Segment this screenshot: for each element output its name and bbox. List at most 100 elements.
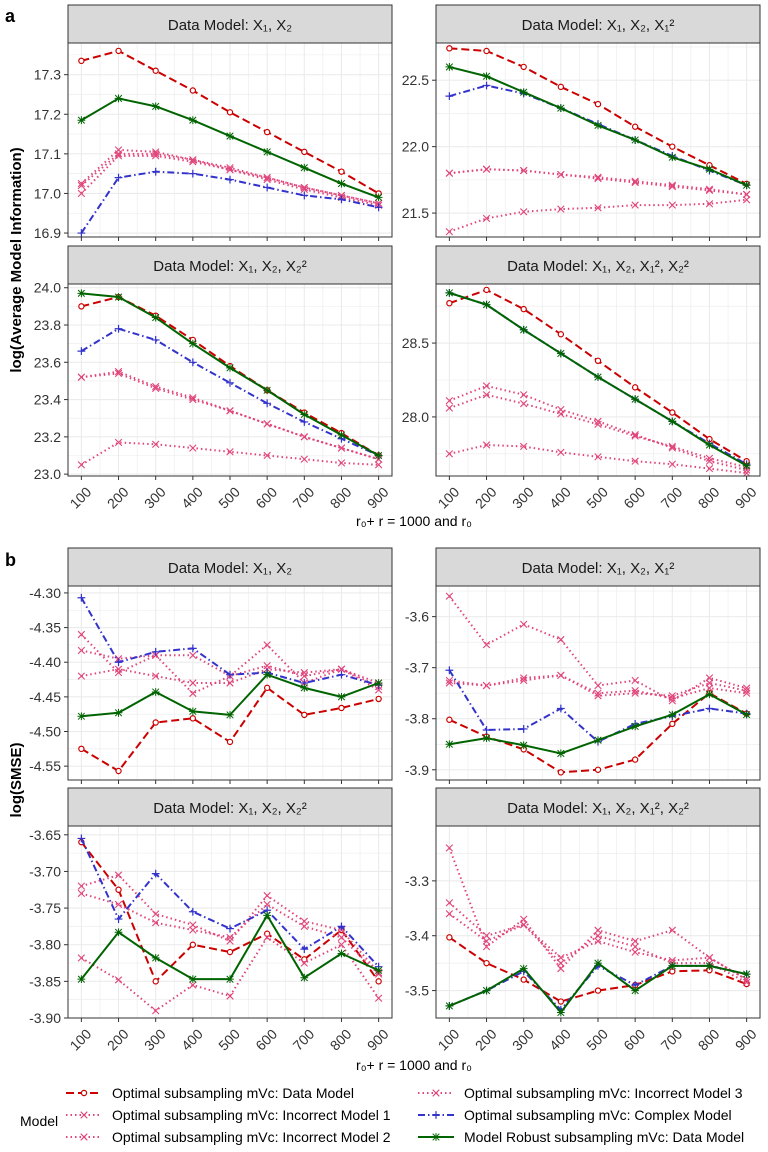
series-group [445, 592, 751, 776]
panel-title: Data Model: X₁, X₂, X₁², X₂² [507, 800, 689, 817]
legend-marker [432, 1089, 440, 1097]
y-tick-label: 17.1 [34, 146, 61, 162]
legend-title: Model [20, 1113, 58, 1129]
data-point [263, 911, 272, 920]
x-tick-label: 400 [546, 1026, 574, 1054]
y-axis: 21.5 22.0 22.5 [402, 72, 436, 221]
data-point [188, 169, 197, 178]
x-tick-label: 800 [327, 484, 355, 512]
series-group [77, 289, 383, 469]
data-point [742, 196, 751, 204]
data-point [300, 922, 309, 931]
data-point [556, 749, 565, 758]
series-robust [77, 670, 383, 721]
data-point [669, 409, 676, 416]
data-point [114, 668, 123, 677]
series-line [448, 936, 747, 1003]
data-point [300, 185, 309, 194]
data-point [482, 391, 491, 399]
series-robust [445, 63, 751, 190]
data-point [668, 694, 677, 703]
data-point [631, 384, 639, 391]
data-point [594, 453, 602, 461]
legend-marker [80, 1089, 88, 1097]
data-point [226, 670, 234, 679]
data-point [338, 168, 345, 175]
data-point [631, 136, 640, 144]
series-robust [77, 911, 383, 984]
data-point [631, 201, 639, 209]
y-tick-label: -3.4 [405, 928, 429, 944]
series-line [81, 370, 379, 461]
y-tick-label: 23.4 [34, 392, 61, 408]
legend-label: Model Robust subsampling mVc: Data Model [464, 1129, 744, 1145]
data-point [519, 399, 528, 408]
data-point [557, 331, 565, 338]
x-tick-label: 400 [178, 484, 206, 512]
data-point [189, 981, 197, 989]
chart-panel: Data Model: X₁, X₂, X₁², X₂² 28.0 28.5 100 2… [402, 245, 761, 512]
data-point [705, 185, 714, 193]
data-point [337, 191, 346, 200]
data-point [482, 81, 491, 90]
data-point [705, 704, 714, 713]
series-line [80, 841, 380, 983]
panel-strip [435, 787, 761, 827]
panel-title: Data Model: X₁, X₂, X₁² [522, 17, 675, 34]
panel-title: Data Model: X₁, X₂, X₂² [153, 800, 306, 817]
y-tick-label: 22.5 [402, 72, 429, 88]
data-point [374, 686, 383, 694]
x-tick-label: 200 [104, 484, 132, 512]
data-point [668, 710, 677, 719]
y-tick-label: -3.3 [405, 873, 429, 889]
data-point [152, 719, 159, 726]
data-point [226, 363, 234, 372]
data-point [77, 834, 86, 843]
data-point [114, 976, 123, 984]
data-point [188, 358, 197, 367]
data-point [594, 959, 602, 968]
data-point [668, 961, 677, 970]
data-point [446, 934, 453, 941]
x-tick-label: 200 [472, 484, 500, 512]
y-tick-label: 17.3 [34, 67, 61, 83]
data-point [445, 227, 454, 236]
data-point [705, 454, 714, 462]
x-axis [448, 780, 748, 784]
data-point [445, 592, 454, 600]
data-point [445, 910, 454, 918]
data-point [520, 63, 527, 71]
data-point [188, 644, 197, 653]
data-point [519, 674, 528, 682]
y-tick-label: -3.90 [29, 1010, 61, 1026]
data-point [594, 987, 602, 994]
data-point [226, 975, 234, 984]
series-incorrect3 [445, 382, 751, 474]
y-tick-label: -4.35 [29, 620, 61, 636]
data-point [668, 182, 677, 191]
y-tick-label: -4.30 [29, 585, 61, 601]
data-point [78, 745, 85, 753]
data-point [594, 937, 602, 945]
data-point [114, 367, 123, 376]
data-point [743, 980, 750, 988]
data-point [519, 921, 528, 929]
y-tick-label: -4.40 [29, 654, 61, 670]
y-axis: 28.0 28.5 [402, 335, 436, 425]
y-tick-label: -3.70 [29, 863, 61, 879]
data-point [742, 469, 751, 477]
data-point [152, 978, 159, 985]
data-point [77, 646, 86, 655]
panel-title: Data Model: X₁, X₂ [168, 560, 292, 577]
data-point [519, 391, 528, 399]
x-axis: 100 200 300 400 500 600 700 800 900 [435, 1018, 760, 1054]
data-point [374, 966, 383, 975]
data-point [300, 191, 309, 200]
data-point [482, 937, 491, 945]
data-point [374, 994, 383, 1002]
data-point [151, 167, 160, 176]
data-point [226, 948, 234, 956]
data-point [482, 932, 491, 940]
data-point [668, 692, 677, 700]
x-axis [448, 237, 748, 241]
